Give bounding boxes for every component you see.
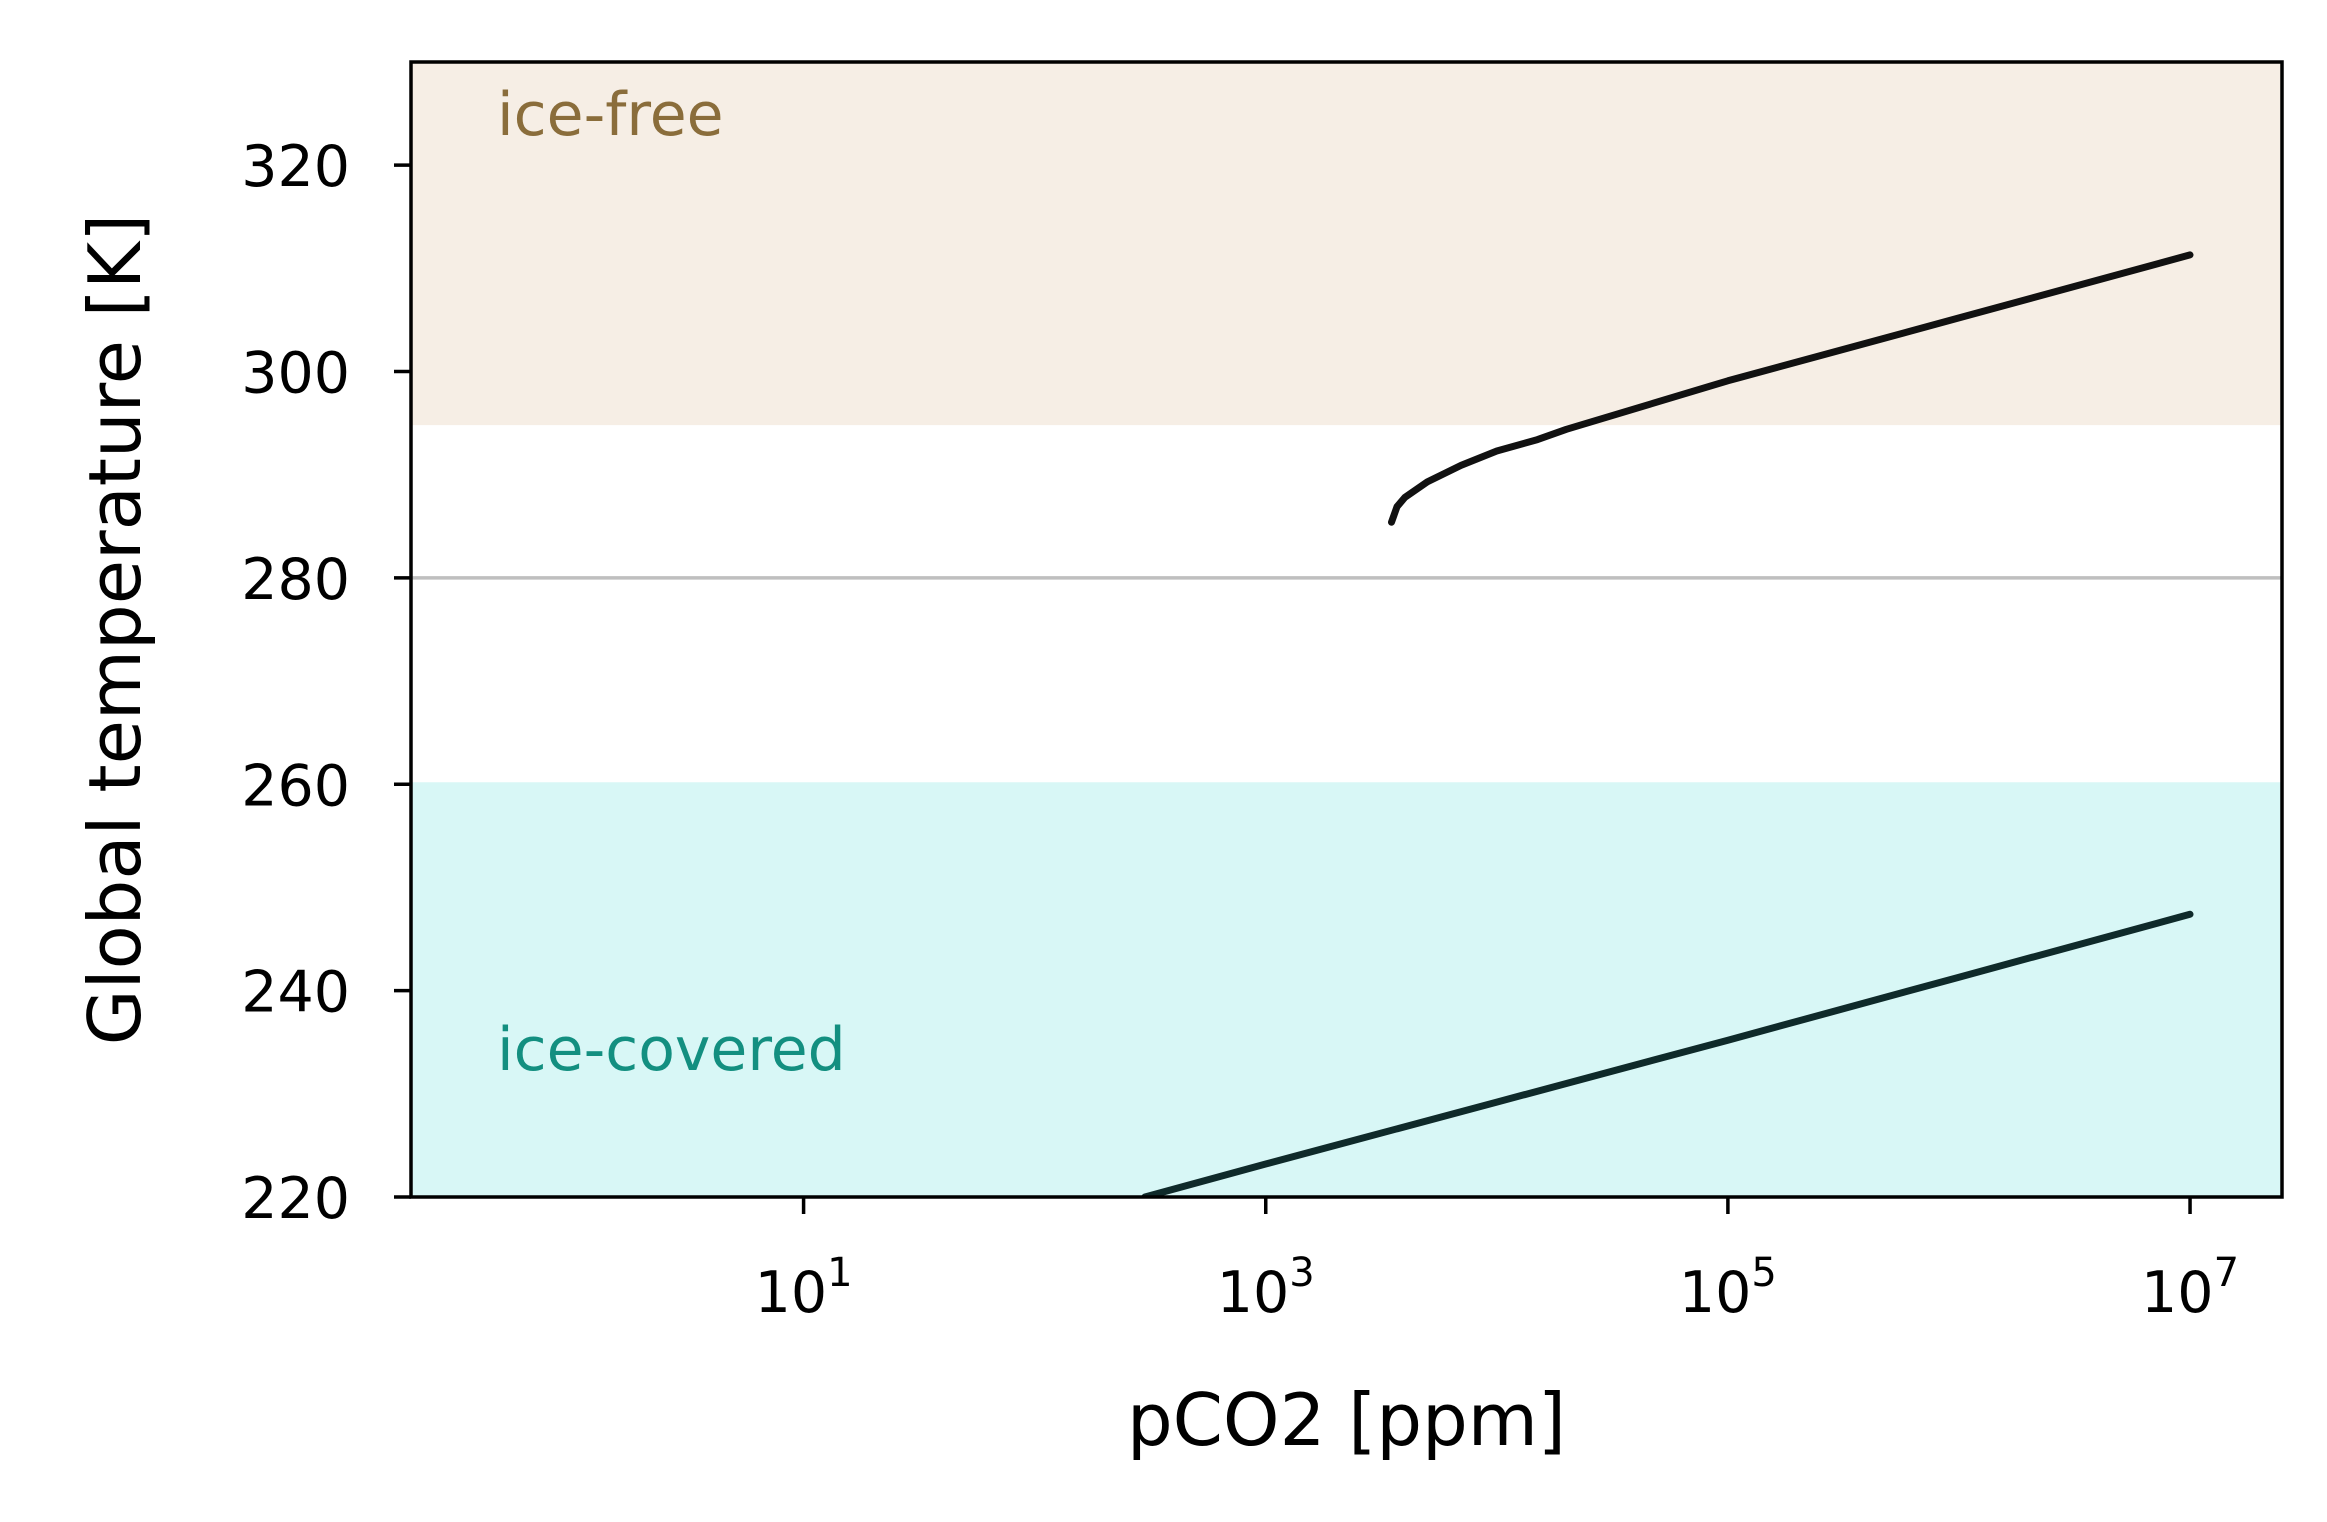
x-axis-ticks: 101 103 105 107 <box>755 1197 2239 1326</box>
region-ice-covered <box>411 784 2282 1197</box>
x-tick-label: 105 <box>1679 1250 1777 1326</box>
y-tick-label: 320 <box>241 134 350 200</box>
series-line-1 <box>1141 910 2194 1197</box>
background-regions <box>411 62 2282 1197</box>
y-tick-label: 300 <box>241 341 350 407</box>
y-tick-label: 240 <box>241 960 350 1026</box>
x-tick-base: 10 <box>1217 1260 1290 1326</box>
x-axis-label: pCO2 [ppm] <box>1127 1378 1566 1462</box>
x-tick-label: 101 <box>755 1250 853 1326</box>
x-tick-base: 10 <box>1679 1260 1752 1326</box>
y-tick-label: 280 <box>241 547 350 613</box>
region-label-ice-free: ice-free <box>497 80 724 150</box>
x-tick-base: 10 <box>755 1260 828 1326</box>
plot-frame <box>409 60 2284 1199</box>
y-axis-ticks: 220 240 260 280 300 320 <box>241 134 411 1232</box>
region-labels: ice-free ice-covered <box>497 80 846 1085</box>
y-axis-label: Global temperature [K] <box>73 214 157 1045</box>
x-tick-exponent: 7 <box>2214 1250 2239 1296</box>
x-tick-label: 107 <box>2141 1250 2239 1326</box>
y-tick-label: 220 <box>241 1166 350 1232</box>
x-tick-exponent: 1 <box>827 1250 852 1296</box>
x-tick-label: 103 <box>1217 1250 1315 1326</box>
region-label-ice-covered: ice-covered <box>497 1015 846 1085</box>
y-tick-label: 260 <box>241 753 350 819</box>
data-series <box>1141 251 2194 1197</box>
region-ice-free <box>411 62 2282 424</box>
series-line-0 <box>1388 251 2194 526</box>
x-tick-exponent: 3 <box>1289 1250 1314 1296</box>
x-tick-base: 10 <box>2141 1260 2214 1326</box>
x-tick-exponent: 5 <box>1751 1250 1776 1296</box>
